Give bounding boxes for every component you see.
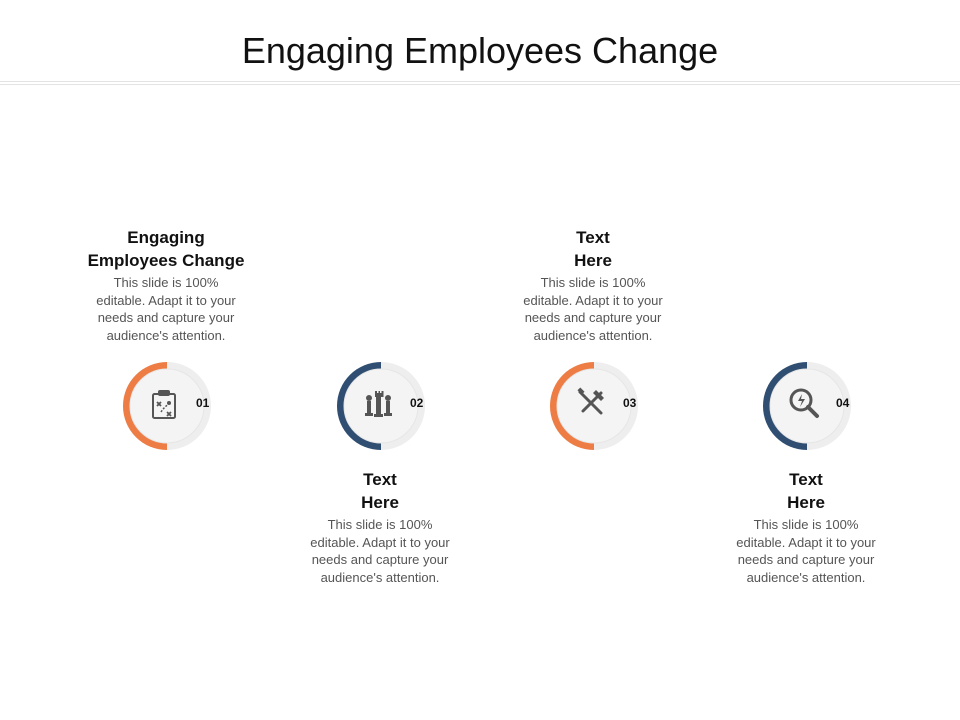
- step-2-number: 02: [410, 396, 424, 410]
- step-1-heading-line1: Engaging: [127, 228, 205, 247]
- strategy-board-icon: [152, 390, 176, 419]
- step-2-body-line: audience's attention.: [320, 569, 440, 585]
- step-4-text: Text Here This slide is 100% editable. A…: [713, 468, 899, 586]
- step-4-heading: Text Here: [713, 468, 899, 514]
- step-1-heading: Engaging Employees Change: [73, 226, 259, 272]
- step-4-heading-line1: Text: [789, 470, 823, 489]
- step-1-number: 01: [196, 396, 210, 410]
- step-4-number: 04: [836, 396, 850, 410]
- step-1-heading-line2: Employees Change: [87, 251, 245, 270]
- step-1-body-line: audience's attention.: [106, 327, 226, 343]
- step-1-body: This slide is 100% editable. Adapt it to…: [73, 274, 259, 344]
- step-4-node: 04: [759, 358, 855, 454]
- step-3-body: This slide is 100% editable. Adapt it to…: [500, 274, 686, 344]
- magnifier-icon: [789, 388, 819, 418]
- step-2-heading-line2: Here: [361, 493, 399, 512]
- step-2-body: This slide is 100% editable. Adapt it to…: [287, 516, 473, 586]
- step-2-node: 02: [333, 358, 429, 454]
- chess-pieces-icon: [365, 391, 392, 417]
- step-1-text: Engaging Employees Change This slide is …: [73, 226, 259, 344]
- step-3-body-line: This slide is 100%: [540, 275, 646, 290]
- step-1-ring: [123, 362, 211, 450]
- step-3-body-line: audience's attention.: [533, 327, 653, 343]
- step-3-heading-line1: Text: [576, 228, 610, 247]
- step-3-node: 03: [546, 358, 642, 454]
- step-3-heading: Text Here: [500, 226, 686, 272]
- step-4-body-line: needs and capture your: [737, 552, 875, 567]
- step-2-heading-line1: Text: [363, 470, 397, 489]
- step-2-text: Text Here This slide is 100% editable. A…: [287, 468, 473, 586]
- step-1-body-line: This slide is 100%: [113, 275, 219, 290]
- tools-icon: [577, 387, 604, 415]
- step-2-body-line: This slide is 100%: [327, 517, 433, 532]
- step-2-heading: Text Here: [287, 468, 473, 514]
- step-4-body: This slide is 100% editable. Adapt it to…: [713, 516, 899, 586]
- slide-title: Engaging Employees Change: [241, 30, 719, 71]
- step-4-body-line: audience's attention.: [746, 569, 866, 585]
- step-3-heading-line2: Here: [574, 251, 612, 270]
- step-1-node: 01: [119, 358, 215, 454]
- step-4-body-line: This slide is 100%: [753, 517, 859, 532]
- step-2-body-line: needs and capture your: [311, 552, 449, 567]
- step-2-body-line: editable. Adapt it to your: [310, 534, 450, 550]
- step-4-body-line: editable. Adapt it to your: [736, 534, 876, 550]
- title-divider: [0, 81, 960, 85]
- step-3-body-line: needs and capture your: [524, 310, 662, 325]
- step-1-body-line: editable. Adapt it to your: [96, 292, 236, 308]
- step-3-text: Text Here This slide is 100% editable. A…: [500, 226, 686, 344]
- step-3-number: 03: [623, 396, 637, 410]
- step-4-heading-line2: Here: [787, 493, 825, 512]
- step-3-body-line: editable. Adapt it to your: [523, 292, 663, 308]
- step-1-body-line: needs and capture your: [97, 310, 235, 325]
